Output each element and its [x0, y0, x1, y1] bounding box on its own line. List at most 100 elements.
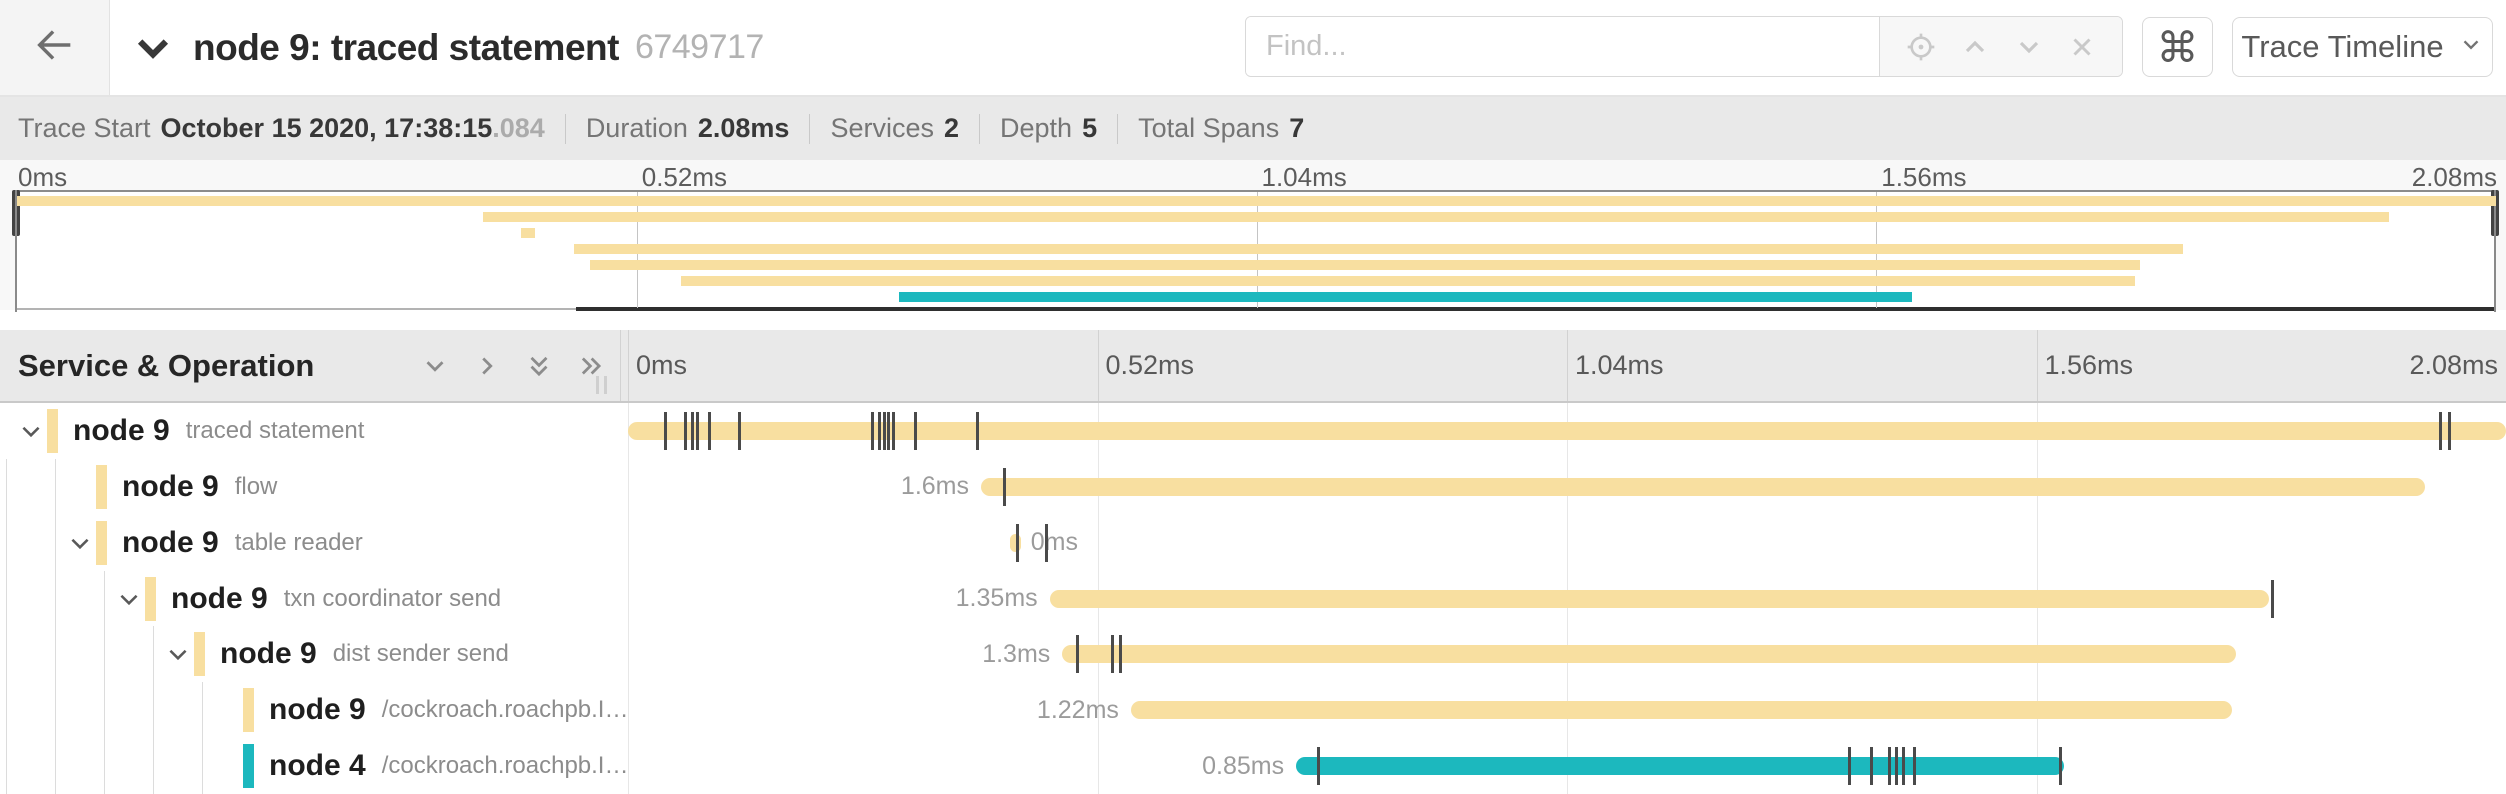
duration-label: Duration: [585, 113, 688, 143]
log-marker[interactable]: [1003, 467, 1006, 506]
timeline-header: Service & Operation 0ms 0.52ms 1.04ms 1.56m…: [0, 330, 2506, 403]
log-marker[interactable]: [1045, 523, 1049, 562]
log-marker[interactable]: [2270, 579, 2274, 618]
find-input[interactable]: [1246, 17, 1880, 76]
span-row: node 9 flow 1.6ms: [0, 459, 2506, 515]
log-marker[interactable]: [738, 412, 742, 450]
log-marker[interactable]: [871, 412, 875, 450]
panel-divider: [620, 330, 621, 401]
operation-name: flow: [234, 472, 278, 500]
span-bar[interactable]: [1062, 645, 2237, 664]
log-marker[interactable]: [1076, 635, 1080, 674]
panel-resize-handle[interactable]: [596, 376, 607, 394]
log-marker[interactable]: [2439, 412, 2443, 450]
operation-name: dist sender send: [332, 640, 509, 668]
span-name[interactable]: node 4/cockroach.roachpb.I…: [269, 738, 628, 794]
log-marker[interactable]: [887, 412, 891, 450]
right-scrubber-line: [2494, 190, 2496, 312]
collapse-controls: [420, 330, 606, 401]
minimap-canvas[interactable]: [12, 190, 2499, 312]
minimap-span-bar: [590, 260, 2140, 270]
log-marker[interactable]: [696, 412, 700, 450]
span-bar[interactable]: [1009, 533, 1021, 552]
view-selector-dropdown[interactable]: Trace Timeline: [2232, 17, 2493, 77]
log-marker[interactable]: [1913, 747, 1917, 786]
ruler-gridline: [1567, 330, 1568, 401]
next-match-button[interactable]: [2013, 31, 2045, 63]
row-collapse-chevron-icon[interactable]: [18, 418, 44, 444]
service-name: node 4: [269, 749, 366, 783]
span-name[interactable]: node 9 table reader: [122, 515, 363, 571]
minimap-tick-label: 2.08ms: [2411, 162, 2497, 192]
log-marker[interactable]: [1111, 635, 1115, 674]
services-label: Services: [830, 113, 934, 143]
log-marker[interactable]: [1317, 747, 1321, 786]
trace-summary-bar: Trace Start October 15 2020, 17:38:15 .0…: [0, 97, 2506, 160]
back-button[interactable]: [0, 0, 110, 95]
log-marker[interactable]: [1887, 747, 1891, 786]
log-marker[interactable]: [1895, 747, 1899, 786]
span-name[interactable]: node 9 dist sender send: [220, 626, 509, 682]
span-name[interactable]: node 9/cockroach.roachpb.I…: [269, 682, 628, 738]
span-bar[interactable]: [1130, 701, 2233, 720]
log-marker[interactable]: [877, 412, 881, 450]
span-bar[interactable]: [981, 477, 2425, 496]
log-marker[interactable]: [891, 412, 895, 450]
span-name[interactable]: node 9 traced statement: [73, 403, 364, 459]
log-marker[interactable]: [684, 412, 688, 450]
tree-guide-line: [6, 458, 7, 794]
row-collapse-chevron-icon[interactable]: [165, 641, 191, 667]
prev-match-button[interactable]: [1959, 31, 1991, 63]
log-marker[interactable]: [690, 412, 694, 450]
depth-label: Depth: [1000, 113, 1073, 143]
log-marker[interactable]: [975, 412, 979, 450]
clear-find-button[interactable]: [2067, 32, 2097, 62]
collapse-all-button[interactable]: [524, 351, 554, 381]
operation-name: /cockroach.roachpb.I…: [381, 696, 629, 724]
back-arrow-icon: [32, 22, 78, 73]
log-marker[interactable]: [707, 412, 711, 450]
minimap-tick-label: 1.56ms: [1881, 162, 1967, 192]
log-marker[interactable]: [663, 412, 667, 450]
timeline-tick-label: 2.08ms: [2409, 350, 2498, 380]
span-name[interactable]: node 9 txn coordinator send: [171, 571, 501, 627]
service-name: node 9: [73, 414, 170, 447]
span-name[interactable]: node 9 flow: [122, 459, 277, 515]
trace-start-label: Trace Start: [18, 113, 151, 143]
collapse-chevron-icon[interactable]: [131, 26, 175, 75]
total-spans-label: Total Spans: [1138, 113, 1280, 143]
expand-all-button[interactable]: [576, 351, 606, 381]
span-bar[interactable]: [1296, 757, 2064, 776]
service-name: node 9: [171, 581, 268, 615]
span-row: node 9 txn coordinator send 1.35ms: [0, 571, 2506, 627]
span-duration-label: 0.85ms: [1202, 751, 1285, 780]
minimap-ruler: 0ms 0.52ms 1.04ms 1.56ms 2.08ms: [0, 160, 2506, 192]
dropdown-chevron-icon: [2458, 29, 2484, 65]
span-bar[interactable]: [628, 422, 2506, 440]
log-marker[interactable]: [2447, 412, 2451, 450]
expand-one-button[interactable]: [472, 351, 502, 381]
log-marker[interactable]: [1118, 635, 1122, 674]
log-marker[interactable]: [2059, 747, 2063, 786]
operation-name: traced statement: [185, 417, 365, 444]
service-color-bar: [145, 576, 156, 621]
target-icon[interactable]: [1905, 31, 1937, 63]
span-duration-label: 1.3ms: [982, 639, 1051, 668]
trace-name: node 9: traced statement: [193, 26, 619, 68]
span-duration-label: 1.6ms: [900, 472, 970, 501]
minimap-span-bar: [17, 196, 2496, 206]
row-collapse-chevron-icon[interactable]: [116, 586, 142, 612]
log-marker[interactable]: [882, 412, 886, 450]
row-collapse-chevron-icon[interactable]: [67, 530, 93, 556]
log-marker[interactable]: [1848, 747, 1852, 786]
minimap-range-bar[interactable]: [576, 307, 2496, 311]
span-bar[interactable]: [1049, 589, 2269, 608]
log-marker[interactable]: [913, 412, 917, 450]
log-marker[interactable]: [1015, 523, 1019, 562]
span-duration-label: 0ms: [1030, 528, 1078, 557]
log-marker[interactable]: [1902, 747, 1906, 786]
log-marker[interactable]: [1869, 747, 1873, 786]
collapse-one-button[interactable]: [420, 351, 450, 381]
keyboard-shortcuts-button[interactable]: ⌘: [2142, 17, 2213, 77]
service-color-bar: [194, 632, 205, 677]
